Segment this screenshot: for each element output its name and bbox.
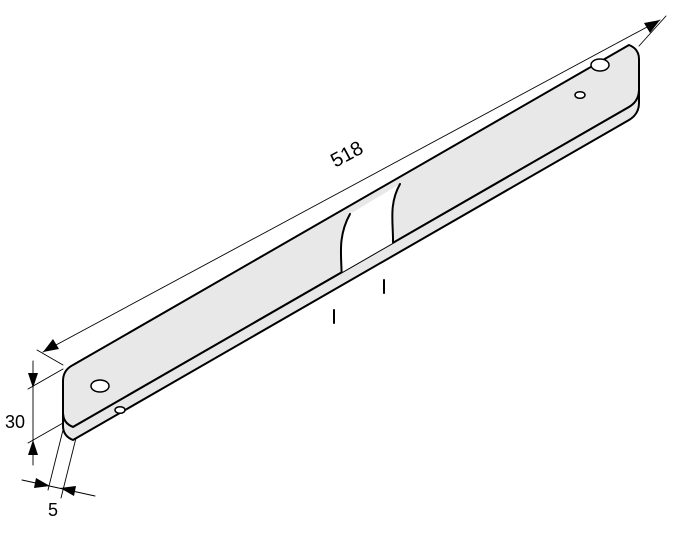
plate-body xyxy=(63,45,639,440)
dimension-width-label: 30 xyxy=(5,412,25,432)
technical-drawing: 518 30 5 xyxy=(0,0,700,542)
dimension-length-label: 518 xyxy=(327,137,367,172)
dimension-length: 518 xyxy=(37,16,666,365)
dimension-thickness-label: 5 xyxy=(48,500,58,520)
dimension-width: 30 xyxy=(5,361,63,465)
